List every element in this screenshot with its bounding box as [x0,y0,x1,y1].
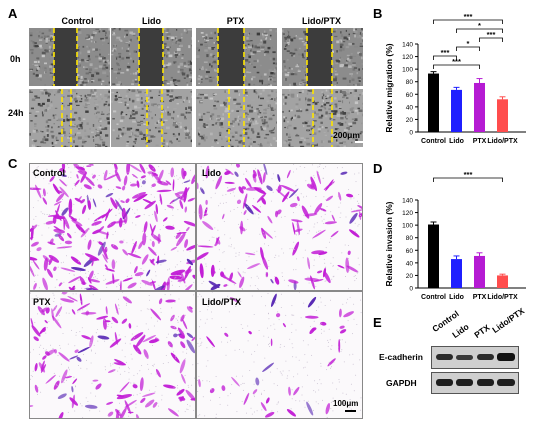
transwell-image-lido-ptx: Lido/PTX 100μm [196,291,363,419]
invasion-bar-2 [474,255,485,288]
scratch-image-ptx-0h [196,28,277,86]
migration-xtick-label-0: Control [421,138,446,145]
panel-letter-a: A [8,6,18,21]
blot-row-label-ecadherin: E-cadherin [379,352,423,362]
panel-letter-c: C [8,156,18,171]
invasion-chart: 0 20 40 60 80 100 120 140 Relative invasion (%) C… [384,170,526,301]
blot-row-label-gapdh: GAPDH [386,378,417,388]
scratch-image-lido-0h [111,28,192,86]
row-label-24h: 24h [8,108,24,118]
migration-sig-bracket-3 [433,55,457,60]
migration-ytick-label: 0 [409,130,413,137]
invasion-xtick-label-1: Lido [449,294,464,301]
invasion-ytick-label: 0 [409,286,413,293]
transwell-image-lido: Lido [196,163,363,291]
migration-sig-label-3: *** [441,48,450,57]
column-label-control: Control [61,16,94,26]
transwell-image-control: Control [29,163,196,291]
migration-ytick-label: 40 [406,104,414,111]
scale-bar-a [355,141,364,143]
migration-ytick-label: 80 [406,79,414,86]
invasion-ytick-label: 80 [406,235,414,242]
invasion-bar-1 [451,259,462,288]
lane-label-lido: Lido [450,321,471,340]
blot-band [497,379,515,386]
invasion-bar-3 [497,275,508,288]
scale-bar-label-a: 200μm [333,130,360,140]
migration-xtick-label-2: PTX [473,138,487,145]
migration-xtick-label-3: Lido/PTX [487,138,518,145]
scratch-image-lido-24h [111,89,192,147]
invasion-ytick-label: 60 [406,248,414,255]
blot-band [477,354,494,360]
migration-ytick-label: 60 [406,92,414,99]
lane-label-ptx: PTX [472,322,492,340]
blot-band [436,354,453,360]
migration-sig-label-1: * [478,21,481,30]
blot-strip-ecadherin [431,346,519,369]
transwell-label-control: Control [33,168,65,178]
migration-sig-bracket-4 [456,46,480,51]
migration-bar-1 [451,89,462,132]
invasion-ytick-label: 20 [406,273,414,280]
column-label-lido-ptx: Lido/PTX [302,16,341,26]
blot-band [456,379,473,386]
migration-ylabel: Relative migration (%) [384,43,394,132]
scale-bar-c [345,410,356,412]
panel-letter-d: D [373,161,383,176]
migration-bar-2 [474,82,485,132]
transwell-image-ptx: PTX [29,291,196,419]
migration-sig-label-2: *** [487,30,496,39]
scale-bar-label-c: 100μm [333,399,359,408]
blot-strip-gapdh [431,372,519,394]
migration-sig-label-0: *** [464,14,473,21]
transwell-label-ptx: PTX [33,297,51,307]
blot-band [477,379,494,386]
migration-xtick-label-1: Lido [449,138,464,145]
migration-ytick-label: 140 [402,42,413,49]
scratch-image-control-24h [29,89,110,147]
lane-label-lido-ptx: Lido/PTX [490,305,527,335]
migration-sig-label-4: * [467,39,470,48]
invasion-ytick-label: 40 [406,260,414,267]
invasion-ytick-label: 100 [402,223,413,230]
transwell-label-lido-ptx: Lido/PTX [202,297,241,307]
migration-sig-bracket-0 [433,19,503,24]
invasion-ytick-label: 140 [402,198,413,205]
migration-sig-bracket-5 [433,64,480,69]
invasion-xtick-label-2: PTX [473,294,487,301]
blot-band [456,355,473,360]
column-label-ptx: PTX [226,16,245,26]
migration-sig-bracket-1 [456,28,503,33]
invasion-bar-0 [428,224,439,288]
invasion-ytick-label: 120 [402,210,413,217]
invasion-sig-label-0: *** [464,170,473,179]
blot-band [436,379,453,386]
invasion-xtick-label-3: Lido/PTX [487,294,518,301]
transwell-label-lido: Lido [202,168,221,178]
invasion-ylabel: Relative invasion (%) [384,201,394,286]
row-label-0h: 0h [10,54,21,64]
scratch-image-ptx-24h [196,89,277,147]
blot-band [497,353,515,361]
migration-sig-bracket-2 [479,37,503,42]
migration-bar-0 [428,73,439,132]
invasion-xtick-label-0: Control [421,294,446,301]
migration-bar-3 [497,99,508,132]
scratch-image-lido-ptx-0h [282,28,363,86]
panel-letter-e: E [373,315,382,330]
migration-ytick-label: 100 [402,67,413,74]
column-label-lido: Lido [142,16,161,26]
migration-sig-label-5: *** [452,57,461,66]
migration-ytick-label: 120 [402,54,413,61]
migration-ytick-label: 20 [406,117,414,124]
scratch-image-control-0h [29,28,110,86]
invasion-sig-bracket-0 [433,177,503,182]
panel-letter-b: B [373,6,383,21]
scratch-image-lido-ptx-24h [282,89,363,147]
western-blot-lane-labels: Control Lido PTX Lido/PTX [430,306,546,348]
migration-chart: 0 20 40 60 80 100 120 140 Relative migration (%)… [384,14,526,145]
